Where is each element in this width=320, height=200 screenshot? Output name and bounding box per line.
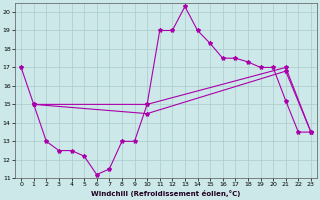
- X-axis label: Windchill (Refroidissement éolien,°C): Windchill (Refroidissement éolien,°C): [91, 190, 241, 197]
